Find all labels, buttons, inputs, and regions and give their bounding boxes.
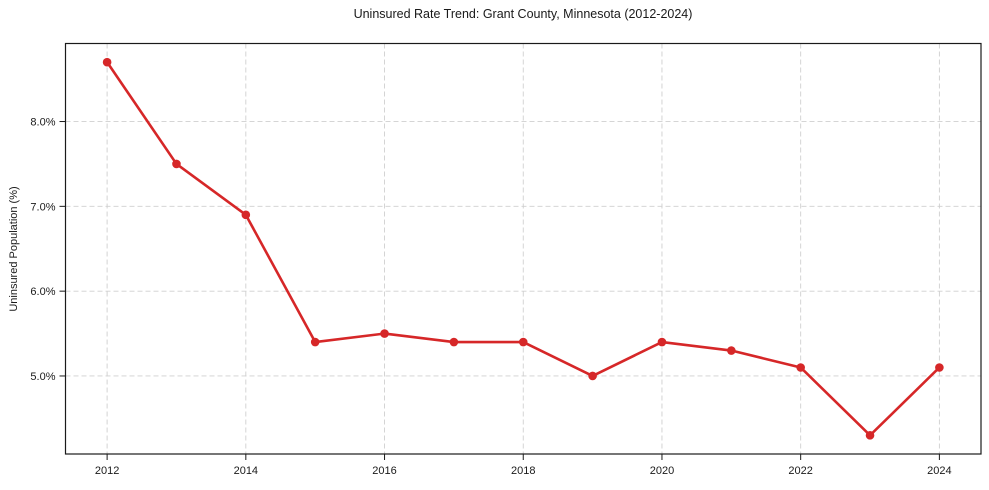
x-tick-label: 2012 [95, 465, 119, 477]
data-point-2020 [657, 337, 667, 347]
data-point-2019 [588, 371, 597, 381]
data-point-2018 [518, 337, 528, 347]
data-point-2022 [796, 363, 805, 372]
y-tick-label: 5.0% [30, 371, 55, 383]
y-axis-label: Uninsured Population (%) [8, 186, 20, 312]
data-point-2021 [727, 346, 736, 355]
x-tick-label: 2014 [234, 465, 258, 477]
data-point-2024 [935, 363, 944, 372]
data-point-2023 [865, 431, 875, 440]
y-tick-label: 7.0% [30, 201, 55, 213]
chart-title: Uninsured Rate Trend: Grant County, Minn… [353, 7, 693, 21]
data-point-2013 [172, 159, 181, 169]
x-tick-label: 2022 [788, 465, 812, 477]
x-tick-label: 2018 [511, 465, 535, 477]
y-tick-label: 8.0% [30, 117, 55, 129]
x-tick-label: 2016 [372, 465, 396, 477]
data-point-2014 [241, 210, 251, 220]
x-tick-label: 2024 [927, 465, 951, 477]
data-point-2015 [310, 337, 320, 347]
y-tick-label: 6.0% [30, 286, 55, 298]
data-point-2012 [102, 57, 112, 67]
data-point-2016 [380, 329, 389, 338]
data-point-2017 [449, 337, 459, 347]
x-tick-label: 2020 [650, 465, 674, 477]
